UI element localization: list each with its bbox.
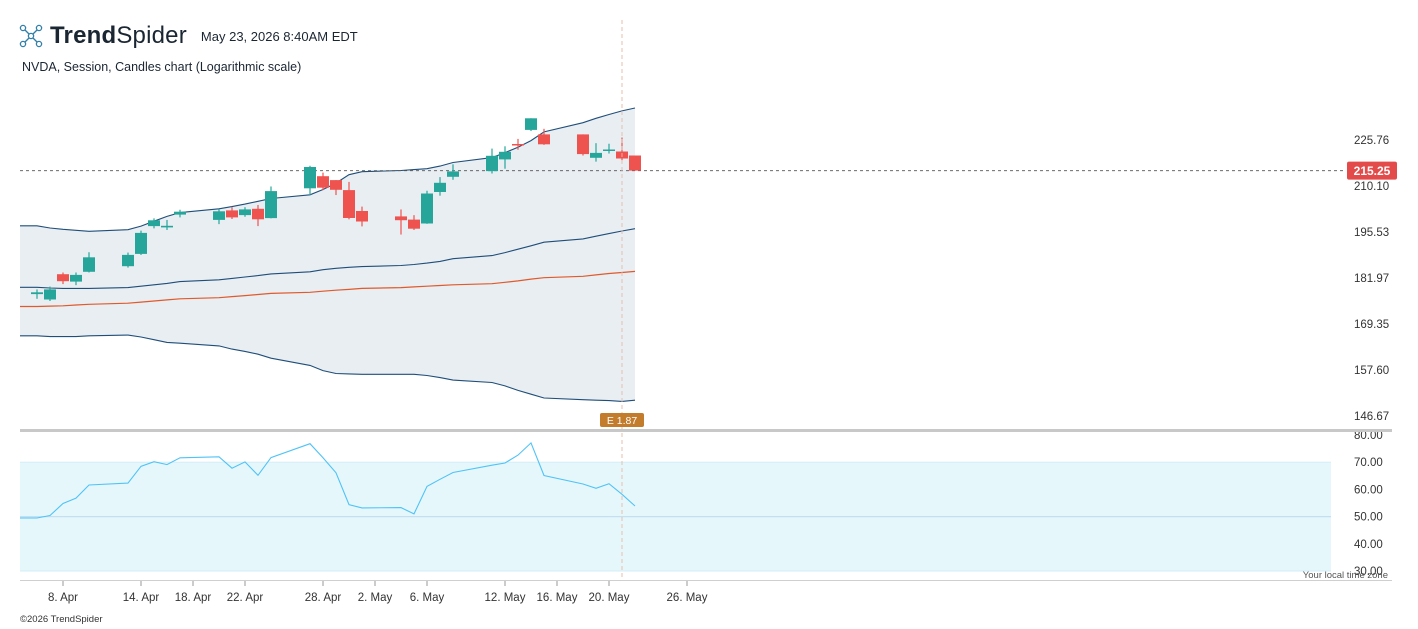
x-axis-tick-label: 18. Apr xyxy=(175,592,212,604)
candle-body xyxy=(70,274,82,282)
candle-body xyxy=(265,191,277,219)
price-axis-tick-label: 225.76 xyxy=(1354,135,1389,147)
x-axis: 8. Apr 14. Apr 18. Apr 22. Apr 28. Apr 2. May… xyxy=(20,580,1392,604)
x-axis-tick-label: 26. May xyxy=(667,592,708,604)
rsi-axis-tick-label: 50.00 xyxy=(1354,512,1383,524)
rsi-line xyxy=(20,441,636,519)
rsi-pane: 30.00 40.00 50.00 60.00 70.00 80.00 xyxy=(20,430,1383,578)
candle-body xyxy=(525,118,537,130)
candle-body xyxy=(317,176,329,188)
candle-body xyxy=(408,219,420,229)
candle-body xyxy=(174,211,186,215)
chart-datetime: May 23, 2026 8:40AM EDT xyxy=(200,28,358,44)
rsi-axis-tick-label: 60.00 xyxy=(1354,484,1383,496)
candle-body xyxy=(252,208,264,220)
candle-body xyxy=(57,274,69,282)
candle-body xyxy=(213,211,225,220)
candle-body xyxy=(577,134,589,155)
candle-body xyxy=(304,167,316,189)
candle-body xyxy=(629,155,641,171)
candle-body xyxy=(239,209,251,216)
bollinger-band-fill xyxy=(37,108,635,402)
x-axis-tick-label: 22. Apr xyxy=(227,592,264,604)
x-axis-tick-label: 20. May xyxy=(589,592,630,604)
rsi-axis-tick-label: 80.00 xyxy=(1354,430,1383,442)
candle-body xyxy=(122,254,134,267)
candle-body xyxy=(83,257,95,272)
x-axis-tick-label: 16. May xyxy=(537,592,578,604)
x-axis-tick-label: 14. Apr xyxy=(123,592,160,604)
candle-body xyxy=(434,182,446,192)
trendspider-logo-icon xyxy=(19,24,43,48)
bollinger-middle-line xyxy=(20,228,636,289)
rsi-axis-tick-label: 70.00 xyxy=(1354,457,1383,469)
bollinger-band-fill-extension xyxy=(20,225,37,336)
brand-name-light: Spider xyxy=(116,22,187,49)
candle-body xyxy=(31,292,43,295)
candle-body xyxy=(135,232,147,254)
candle-body xyxy=(499,151,511,160)
bollinger-lower-line xyxy=(20,334,636,402)
candle-body xyxy=(447,171,459,177)
price-axis-tick-label: 157.60 xyxy=(1354,365,1389,377)
chart-overlays: 215.25 E 1.87 xyxy=(20,20,1397,580)
last-price-label: 215.25 xyxy=(1354,164,1391,178)
price-axis-tick-label: 210.10 xyxy=(1354,181,1389,193)
candle-body xyxy=(148,220,160,227)
candle-body xyxy=(538,134,550,145)
chart-header: TrendSpider May 23, 2026 8:40AM EDT xyxy=(18,18,358,54)
candle-body xyxy=(421,193,433,224)
candle-body xyxy=(330,180,342,190)
x-axis-tick-label: 6. May xyxy=(410,592,445,604)
moving-average-line xyxy=(20,270,636,308)
price-axis-tick-label: 181.97 xyxy=(1354,273,1389,285)
rsi-axis-tick-label: 30.00 xyxy=(1354,566,1383,578)
earnings-label: E 1.87 xyxy=(607,415,638,427)
candle-body xyxy=(226,210,238,218)
candle-body xyxy=(44,289,56,300)
x-axis-tick-label: 2. May xyxy=(358,592,393,604)
candle-body xyxy=(590,152,602,158)
candle-body xyxy=(343,190,355,218)
candle-body xyxy=(512,144,524,146)
candle-body xyxy=(603,149,615,151)
brand-name-bold: Trend xyxy=(50,22,117,49)
earnings-badge xyxy=(600,413,644,427)
price-axis-tick-label: 169.35 xyxy=(1354,319,1389,331)
x-axis-tick-label: 28. Apr xyxy=(305,592,342,604)
x-axis-tick-label: 8. Apr xyxy=(48,592,78,604)
candle-body xyxy=(486,155,498,172)
candle-body xyxy=(395,216,407,221)
candle-body xyxy=(161,225,173,228)
copyright: ©2026 TrendSpider xyxy=(20,614,103,625)
price-axis-tick-label: 146.67 xyxy=(1354,411,1389,423)
rsi-axis-tick-label: 40.00 xyxy=(1354,539,1383,551)
bollinger-upper-line xyxy=(20,107,636,232)
price-axis-tick-label: 195.53 xyxy=(1354,227,1389,239)
x-axis-tick-label: 12. May xyxy=(485,592,526,604)
brand-name: TrendSpider xyxy=(50,22,187,50)
candle-body xyxy=(356,211,368,222)
price-pane: 146.67 157.60 169.35 181.97 195.53 210.10 225.… xyxy=(20,107,1389,423)
timezone-note: Your local time zone xyxy=(1302,570,1388,581)
chart-subtitle: NVDA, Session, Candles chart (Logarithmi… xyxy=(22,60,302,74)
last-price-badge xyxy=(1347,161,1397,180)
